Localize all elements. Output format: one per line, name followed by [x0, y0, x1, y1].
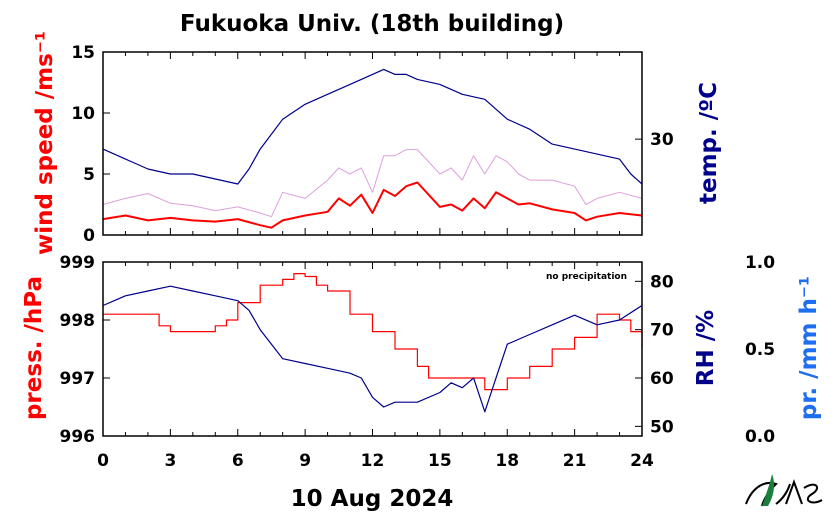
- top-left-tick-label: 0: [83, 226, 95, 246]
- x-tick-label: 18: [495, 451, 519, 471]
- bottom-right-tick-label: 80: [650, 272, 674, 292]
- series-line-relative-humidity: [102, 285, 643, 413]
- top-plot-frame: [102, 51, 643, 236]
- pressure-humidity-panel: 0 3 6 9 12 15 18 21 24 996 997 998 999 50 60 70 80 0.0 0.5…: [21, 253, 822, 512]
- temperature-axis-label: temp. /ºC: [696, 82, 722, 204]
- x-tick-label: 3: [164, 451, 176, 471]
- university-logo-icon: [745, 474, 823, 507]
- top-right-tick-label: 30: [650, 130, 674, 150]
- humidity-axis-label: RH /%: [693, 310, 719, 386]
- precipitation-axis-label: pr. /mm h⁻¹: [796, 276, 822, 420]
- series-line-temperature: [102, 68, 643, 185]
- wind-temperature-panel: 0 5 10 15 30 wind speed /ms⁻¹ temp. /ºC: [32, 31, 722, 255]
- series-line-wind-speed-mean: [102, 181, 643, 229]
- chart-title: Fukuoka Univ. (18th building): [180, 11, 564, 37]
- bottom-left-tick-label: 998: [60, 311, 96, 331]
- bottom-left-tick-label: 996: [60, 427, 96, 447]
- x-tick-label: 9: [299, 451, 311, 471]
- top-left-tick-label: 5: [83, 165, 95, 185]
- series-line-pressure: [103, 273, 643, 391]
- bottom-right-tick-label: 70: [650, 321, 674, 341]
- series-line-wind-speed-gust: [102, 149, 643, 218]
- precip-tick-label: 0.5: [745, 340, 775, 360]
- top-left-tick-label: 10: [71, 104, 95, 124]
- x-tick-label: 0: [97, 451, 109, 471]
- bottom-left-tick-label: 997: [60, 369, 96, 389]
- x-tick-label: 12: [361, 451, 385, 471]
- bottom-left-tick-label: 999: [60, 253, 96, 273]
- top-left-tick-label: 15: [71, 43, 95, 63]
- pressure-axis-label: press. /hPa: [21, 276, 47, 420]
- x-tick-label: 6: [232, 451, 244, 471]
- wind-speed-axis-label: wind speed /ms⁻¹: [32, 31, 58, 255]
- date-label: 10 Aug 2024: [291, 486, 454, 512]
- bottom-right-tick-label: 50: [650, 417, 674, 437]
- precipitation-note: no precipitation: [546, 272, 627, 282]
- x-tick-label: 21: [563, 451, 587, 471]
- x-tick-label: 24: [630, 451, 654, 471]
- bottom-right-tick-label: 60: [650, 369, 674, 389]
- x-tick-label: 15: [428, 451, 452, 471]
- precip-tick-label: 1.0: [745, 253, 775, 273]
- precip-tick-label: 0.0: [745, 427, 775, 447]
